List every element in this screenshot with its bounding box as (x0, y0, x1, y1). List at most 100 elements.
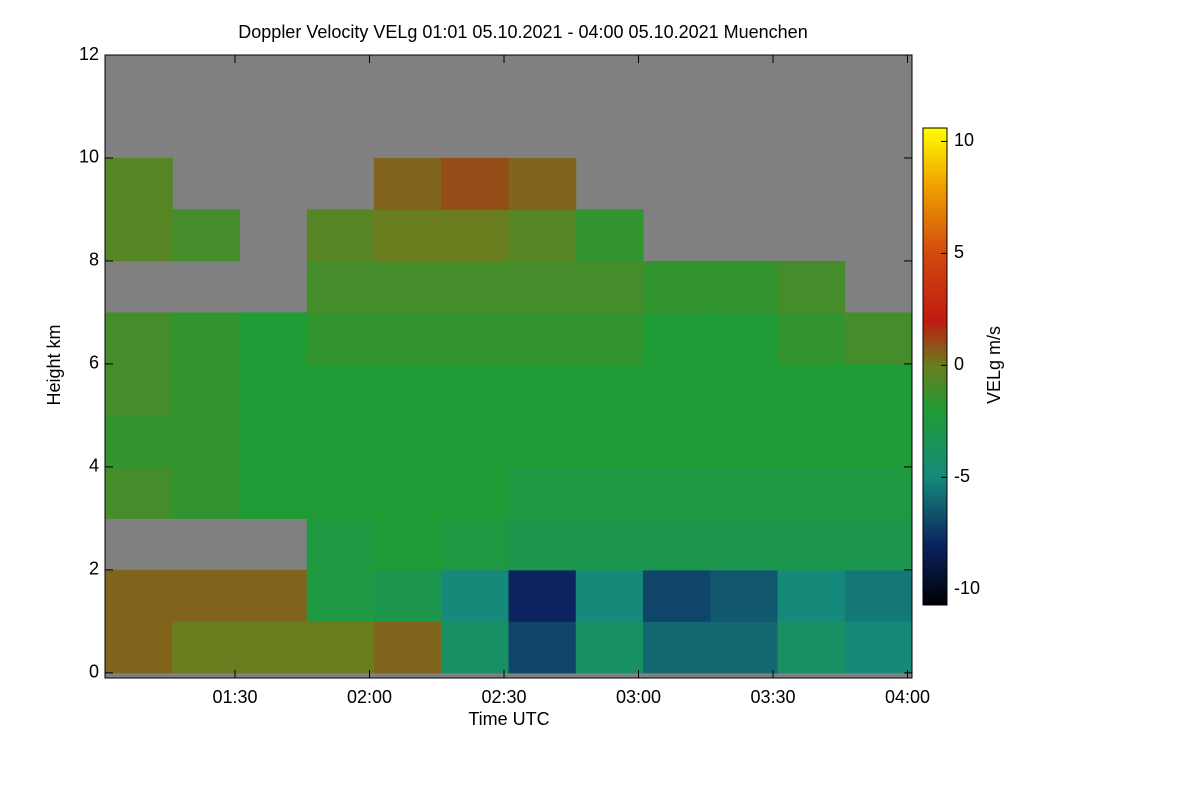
heatmap-cell (239, 621, 308, 674)
heatmap-cell (374, 209, 442, 262)
y-axis-label: Height km (44, 324, 64, 405)
heatmap-cell (508, 518, 577, 571)
heatmap-cell (172, 569, 240, 622)
heatmap-cell (374, 466, 442, 519)
heatmap-cell (575, 209, 644, 262)
heatmap-cell (710, 260, 778, 313)
heatmap-cell (105, 569, 173, 622)
heatmap-cell (844, 621, 913, 674)
heatmap-cell (575, 621, 644, 674)
heatmap-cell (374, 569, 442, 622)
x-tick-label: 01:30 (212, 687, 257, 707)
heatmap-cell (172, 621, 240, 674)
heatmap-cell (777, 518, 846, 571)
heatmap-cell (777, 466, 846, 519)
x-axis-label: Time UTC (468, 709, 549, 729)
heatmap-cell (575, 569, 644, 622)
heatmap-cell (508, 363, 577, 416)
heatmap-cell (105, 466, 173, 519)
heatmap-cell (105, 363, 173, 416)
heatmap-cell (306, 466, 375, 519)
heatmap-cell (239, 466, 308, 519)
heatmap-cell (441, 157, 509, 210)
heatmap-cell (374, 260, 442, 313)
heatmap-cell (105, 209, 173, 262)
heatmap-cell (575, 466, 644, 519)
heatmap-cell (374, 312, 442, 365)
heatmap-cell (441, 209, 509, 262)
colorbar-tick-label: 10 (954, 130, 974, 150)
y-tick-label: 12 (79, 44, 99, 64)
chart-title: Doppler Velocity VELg 01:01 05.10.2021 -… (238, 22, 807, 42)
heatmap-cell (172, 209, 240, 262)
colorbar (922, 127, 948, 606)
heatmap-cell (643, 518, 711, 571)
heatmap-cell (777, 260, 846, 313)
colorbar-tick-label: -5 (954, 466, 970, 486)
heatmap-cell (508, 312, 577, 365)
heatmap-cell (777, 312, 846, 365)
heatmap-cell (643, 415, 711, 468)
heatmap-cell (374, 518, 442, 571)
y-tick-label: 10 (79, 147, 99, 167)
heatmap-cell (643, 569, 711, 622)
heatmap-cell (306, 312, 375, 365)
x-tick-label: 02:00 (347, 687, 392, 707)
heatmap-cell (239, 415, 308, 468)
y-tick-label: 6 (89, 353, 99, 373)
heatmap-cell (575, 260, 644, 313)
heatmap-cell (508, 260, 577, 313)
heatmap-cell (508, 621, 577, 674)
heatmap-cell (306, 363, 375, 416)
heatmap-cell (575, 518, 644, 571)
heatmap-cell (306, 260, 375, 313)
y-tick-label: 0 (89, 662, 99, 682)
heatmap-cell (172, 415, 240, 468)
heatmap-cell (441, 518, 509, 571)
heatmap-cell (710, 415, 778, 468)
heatmap-cell (441, 621, 509, 674)
heatmap-cell (374, 363, 442, 416)
heatmap-cell (508, 415, 577, 468)
heatmap (105, 55, 913, 678)
heatmap-cell (306, 209, 375, 262)
heatmap-cell (844, 312, 913, 365)
heatmap-cell (441, 569, 509, 622)
heatmap-cell (643, 466, 711, 519)
heatmap-cell (306, 415, 375, 468)
heatmap-cell (777, 621, 846, 674)
y-tick-label: 2 (89, 559, 99, 579)
heatmap-cell (643, 621, 711, 674)
heatmap-cell (710, 621, 778, 674)
heatmap-cell (306, 518, 375, 571)
heatmap-cell (374, 157, 442, 210)
heatmap-cell (374, 621, 442, 674)
heatmap-cell (239, 312, 308, 365)
heatmap-cell (306, 569, 375, 622)
heatmap-cell (844, 466, 913, 519)
heatmap-cell (508, 569, 577, 622)
colorbar-label: VELg m/s (984, 326, 1004, 404)
heatmap-cell (643, 363, 711, 416)
heatmap-cell (844, 415, 913, 468)
colorbar-tick-label: 0 (954, 354, 964, 374)
plot-frame (104, 54, 913, 679)
heatmap-cell (239, 569, 308, 622)
heatmap-cell (508, 157, 577, 210)
heatmap-cell (105, 621, 173, 674)
x-tick-label: 03:00 (616, 687, 661, 707)
heatmap-cell (710, 312, 778, 365)
heatmap-cell (441, 312, 509, 365)
heatmap-cell (777, 569, 846, 622)
heatmap-cell (239, 363, 308, 416)
heatmap-cell (777, 415, 846, 468)
heatmap-cell (374, 415, 442, 468)
heatmap-cell (105, 157, 173, 210)
heatmap-cell (710, 363, 778, 416)
heatmap-cell (172, 466, 240, 519)
heatmap-cell (306, 621, 375, 674)
heatmap-cell (643, 260, 711, 313)
heatmap-cell (575, 415, 644, 468)
